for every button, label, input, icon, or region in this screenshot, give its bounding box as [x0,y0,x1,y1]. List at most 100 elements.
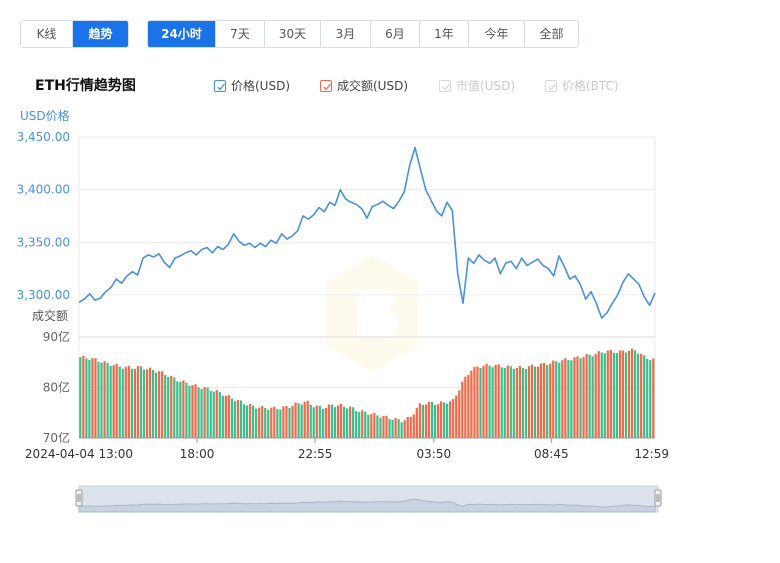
volume-bar [582,357,585,438]
volume-bar [94,358,97,438]
volume-bar [497,364,500,438]
volume-bar [82,355,85,438]
volume-bar [167,376,170,438]
volume-bar [79,357,82,438]
volume-bar [603,353,606,438]
volume-bar [352,407,355,438]
volume-bar [106,362,109,438]
volume-bar [540,363,543,438]
volume-bar [336,405,340,438]
volume-bar [142,369,146,438]
volume-bar [430,401,434,438]
volume-bar [115,363,118,438]
volume-bar [388,419,391,438]
volume-bar [151,370,155,438]
volume-bar [476,366,479,438]
price-axis-title: USD价格 [20,109,70,123]
volume-bar [85,358,88,438]
range-tab-7d[interactable]: 7天 [216,21,265,47]
volume-bar [436,404,440,438]
volume-bar [297,403,300,438]
legend-label: 成交额(USD) [337,79,409,93]
volume-bar [555,361,558,438]
time-range-selector: 24小时 7天 30天 3月 6月 1年 今年 全部 [147,20,579,48]
navigator-handle-right[interactable] [654,489,662,507]
volume-bar [197,387,200,438]
volume-bar [415,407,418,438]
volume-bar [506,365,509,438]
price-tick-label: 3,300.00 [17,288,70,302]
volume-bar [282,406,285,438]
range-tab-1y[interactable]: 1年 [420,21,469,47]
x-tick-label: 12:59 [634,447,669,461]
volume-bar [291,405,294,438]
range-tab-all[interactable]: 全部 [525,21,578,47]
volume-bar [630,348,634,438]
volume-bar [321,409,324,438]
legend-volume-usd[interactable]: 成交额(USD) [320,77,408,94]
volume-bar [512,368,515,438]
volume-bar [124,366,127,438]
legend-price-btc[interactable]: 价格(BTC) [545,77,619,94]
legend-price-usd[interactable]: 价格(USD) [214,77,290,94]
range-tab-ytd[interactable]: 今年 [469,21,525,47]
volume-bar [318,405,321,438]
volume-bar [579,358,582,438]
navigator-handle-left[interactable] [75,489,83,507]
volume-bar [452,398,455,438]
volume-bar [252,405,255,438]
volume-bar [327,404,331,438]
volume-bar [288,407,291,438]
volume-bar [485,363,488,438]
volume-bar [418,403,421,438]
volume-bar [455,395,458,438]
volume-bar [373,412,376,438]
volume-bar [342,406,346,438]
volume-bar [633,350,637,438]
x-tick-label: 03:50 [417,447,452,461]
volume-bar [212,391,215,438]
volume-bar [564,358,567,438]
checkbox-checked-icon [214,79,226,92]
volume-bar [433,404,437,438]
volume-bar [491,367,494,438]
volume-bar [182,380,185,438]
volume-bar [585,354,588,438]
volume-tick-label: 70亿 [43,430,70,445]
volume-bar [267,409,270,438]
range-navigator[interactable] [75,485,662,513]
volume-bar [118,366,121,438]
volume-bar [139,366,143,438]
volume-bar [367,414,370,438]
volume-bar [273,406,276,438]
volume-bar [652,358,655,438]
volume-bar [649,360,652,438]
volume-bar [339,403,343,438]
volume-bar [176,381,179,438]
trend-tab[interactable]: 趋势 [73,21,128,47]
volume-bar [154,372,158,438]
volume-bar [133,368,136,438]
volume-bar [427,401,431,438]
legend-market-cap-usd[interactable]: 市值(USD) [439,77,515,94]
view-mode-toggle: K线 趋势 [20,20,129,48]
x-tick-label: 08:45 [534,447,569,461]
volume-bar [558,362,561,438]
range-tab-24h[interactable]: 24小时 [148,21,216,47]
volume-tick-label: 80亿 [43,380,70,395]
volume-bar [458,390,461,438]
range-tab-30d[interactable]: 30天 [265,21,321,47]
kline-tab[interactable]: K线 [21,21,73,47]
volume-bar [385,415,388,438]
volume-bar [406,416,409,438]
volume-bar [261,405,264,438]
range-tab-6m[interactable]: 6月 [371,21,420,47]
volume-bar [194,384,197,438]
volume-bar [173,377,176,438]
volume-bar [533,366,537,438]
range-tab-3m[interactable]: 3月 [321,21,371,47]
volume-bar [524,369,528,438]
volume-bar [258,407,261,438]
volume-bar [488,365,491,438]
